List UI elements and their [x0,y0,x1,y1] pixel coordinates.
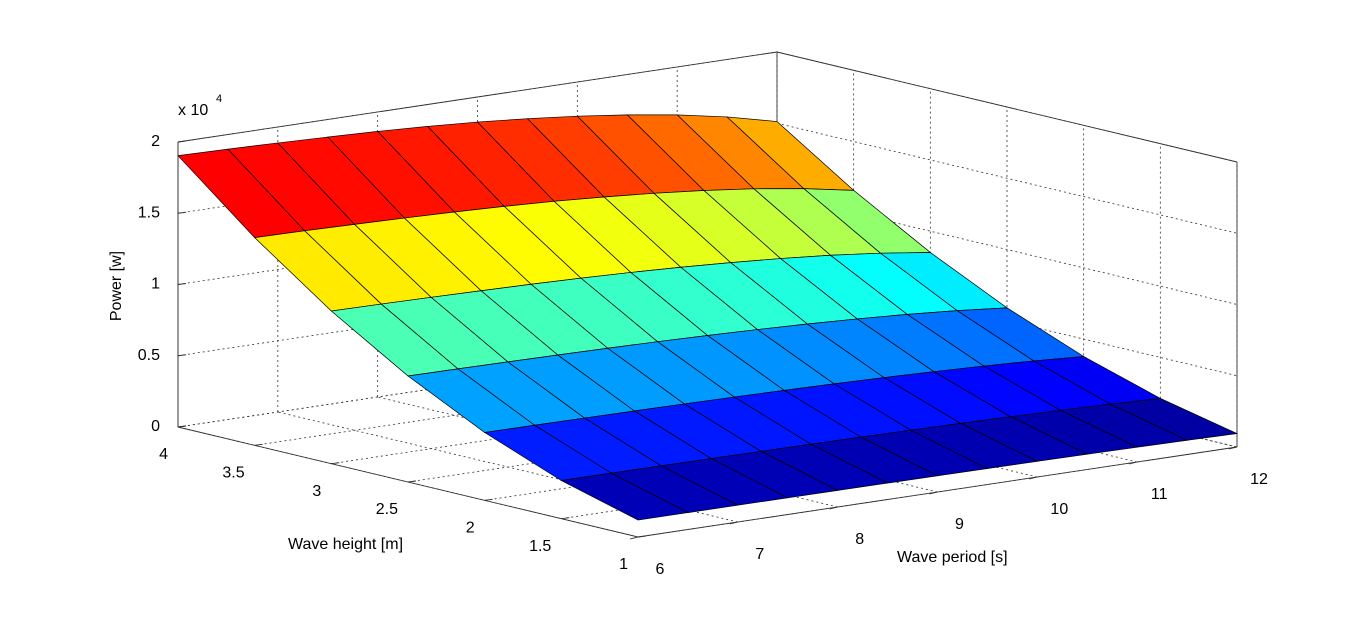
tick-mark [1129,461,1138,465]
z-tick-label: 0 [151,418,160,435]
tick-mark [177,211,187,214]
z-scale-exponent: 4 [216,93,222,105]
grid-line [254,354,854,446]
tick-mark [484,498,493,501]
x-tick-label: 6 [656,561,665,578]
tick-mark [407,480,417,483]
tick-mark [729,521,738,525]
x-tick-label: 8 [855,531,864,548]
y-tick-label: 2 [466,520,475,537]
tick-mark [1029,476,1038,480]
y-axis-label: Wave height [m] [288,536,403,553]
tick-mark [254,443,263,446]
tick-mark [929,491,938,495]
tick-mark [829,506,838,510]
grid-line [776,122,1238,234]
tick-mark [1228,446,1238,450]
x-axis-label: Wave period [s] [897,549,1008,566]
tick-mark [177,140,187,143]
z-tick-label: 1 [151,276,160,293]
tick-mark [629,536,639,540]
grid-line [407,391,1008,483]
tick-mark [331,462,340,465]
grid-line [177,336,778,428]
z-axis-label: Power [w] [108,251,125,321]
y-tick-label: 1 [619,556,628,573]
z-tick-label: 0.5 [138,347,160,364]
x-tick-label: 12 [1250,471,1268,488]
x-tick-label: 11 [1151,486,1168,503]
z-tick-label: 1.5 [138,204,160,221]
x-tick-label: 9 [955,516,964,533]
z-scale-base: x 10 [178,102,208,119]
axis-line [776,51,1238,163]
y-tick-label: 3 [312,483,321,500]
tick-mark [177,425,187,428]
tick-mark [637,535,647,538]
tick-mark [561,517,570,520]
z-tick-label: 2 [151,133,160,150]
surface [177,114,1239,521]
grid-line [331,373,931,465]
grid-line [776,194,1238,305]
y-tick-label: 4 [159,446,168,463]
x-tick-label: 10 [1050,501,1068,518]
tick-mark [177,283,187,285]
tick-mark [177,354,187,357]
grid-line [177,265,778,357]
x-tick-label: 7 [755,546,764,563]
surface-face [560,472,690,521]
y-tick-label: 2.5 [376,501,398,518]
grid-line [177,194,778,285]
y-tick-label: 1.5 [529,538,551,555]
axes: 6 7 8 9 10 11 12 1 1.5 2 2.5 3 3.5 4 0 0.5 1 1.5 2 [138,133,1268,578]
axis-line [177,51,778,143]
y-tick-label: 3.5 [222,465,244,482]
